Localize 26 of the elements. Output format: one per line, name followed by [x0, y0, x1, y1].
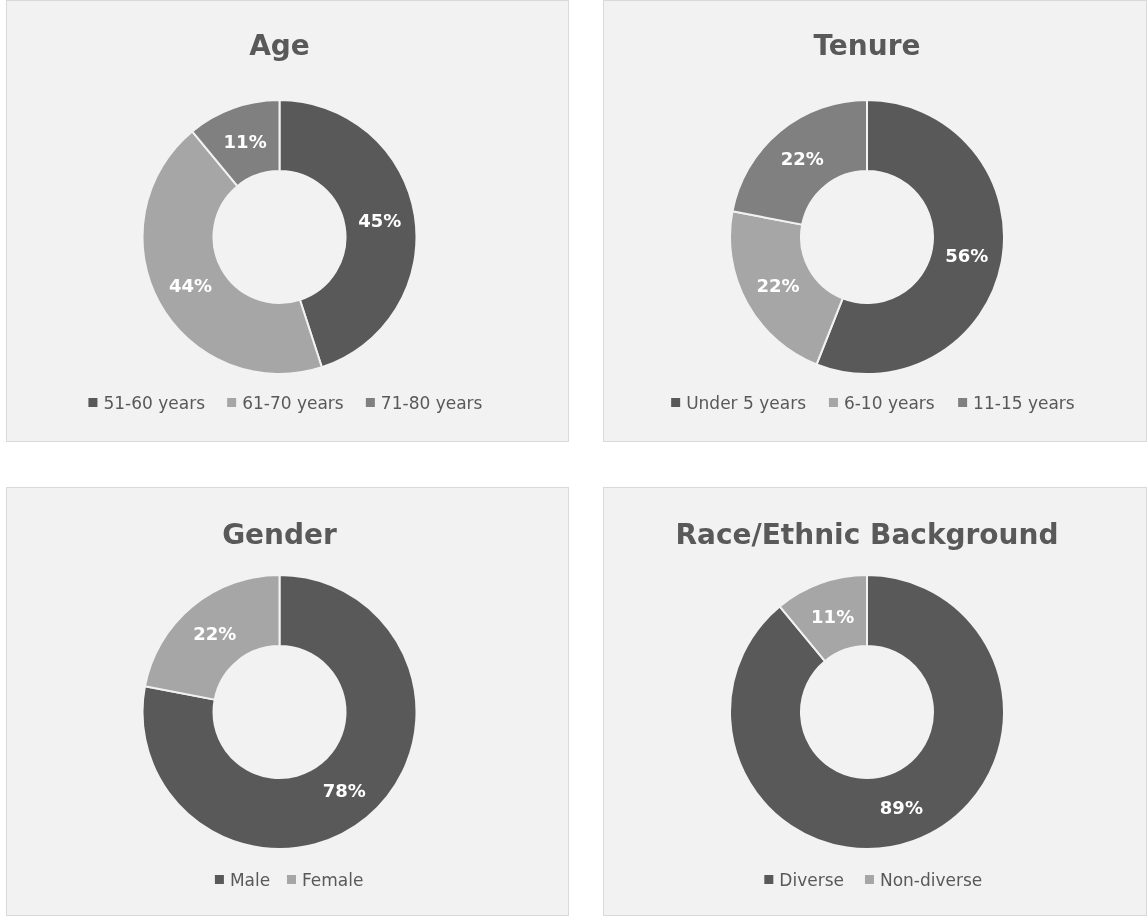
legend-label: 51-60 years: [103, 392, 206, 413]
data-label: 11%: [223, 130, 267, 152]
chart-title: Gender: [222, 518, 338, 551]
legend-label: Under 5 years: [686, 392, 807, 413]
legend-label: 6-10 years: [843, 392, 935, 413]
data-label: 11%: [811, 605, 855, 627]
data-label: 78%: [322, 779, 366, 801]
donut-slice: [729, 574, 1005, 850]
data-label: 44%: [169, 275, 213, 297]
data-label: 89%: [879, 796, 923, 818]
data-label: 22%: [193, 623, 237, 645]
legend-label: Female: [301, 869, 364, 890]
data-label: 45%: [358, 210, 402, 232]
chart-title: Race/Ethnic Background: [675, 518, 1059, 551]
chart-title: Age: [249, 29, 310, 62]
legend-label: Diverse: [779, 869, 844, 890]
data-label: 56%: [945, 245, 989, 267]
data-label: 22%: [780, 148, 824, 170]
legend-label: 61-70 years: [242, 392, 344, 413]
legend-label: Male: [229, 869, 271, 890]
legend-label: 11-15 years: [973, 392, 1075, 413]
donut-slice: [141, 574, 418, 850]
data-label: 22%: [756, 275, 800, 297]
legend-label: 71-80 years: [380, 392, 483, 413]
chart-title: Tenure: [813, 29, 921, 62]
legend-label: Non-diverse: [879, 869, 983, 890]
